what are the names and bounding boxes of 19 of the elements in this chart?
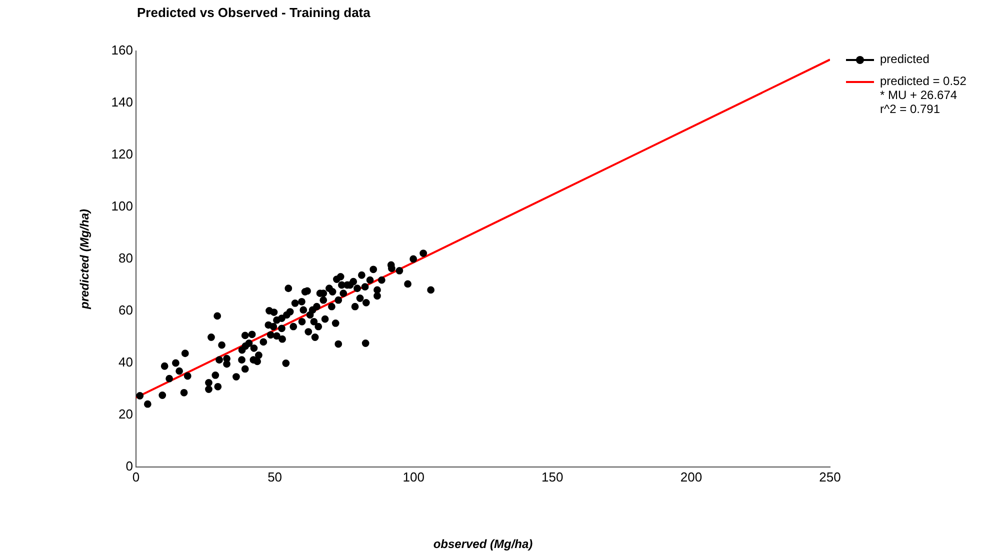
chart-title: Predicted vs Observed - Training data	[137, 5, 370, 20]
y-tick-label: 20	[118, 406, 133, 422]
x-axis-title: observed (Mg/ha)	[433, 537, 533, 552]
y-axis-title: predicted (Mg/ha)	[78, 208, 92, 310]
y-tick-label: 100	[111, 198, 133, 214]
x-tick-label: 200	[680, 469, 702, 484]
y-tick-label: 160	[111, 42, 133, 58]
y-tick-label: 80	[118, 250, 133, 266]
y-tick-label: 140	[111, 94, 133, 110]
y-tick-label: 120	[111, 146, 133, 162]
x-tick-label: 100	[402, 469, 424, 484]
x-tick-label: 250	[819, 469, 841, 484]
x-tick-label: 150	[542, 469, 564, 484]
x-tick-label: 50	[268, 469, 282, 484]
legend-label: predicted	[880, 52, 930, 66]
y-tick-label: 40	[118, 354, 133, 370]
legend-label: predicted = 0.52 * MU + 26.674 r^2 = 0.791	[880, 74, 968, 116]
y-tick-label: 60	[118, 302, 133, 318]
y-tick-label: 0	[126, 458, 133, 474]
